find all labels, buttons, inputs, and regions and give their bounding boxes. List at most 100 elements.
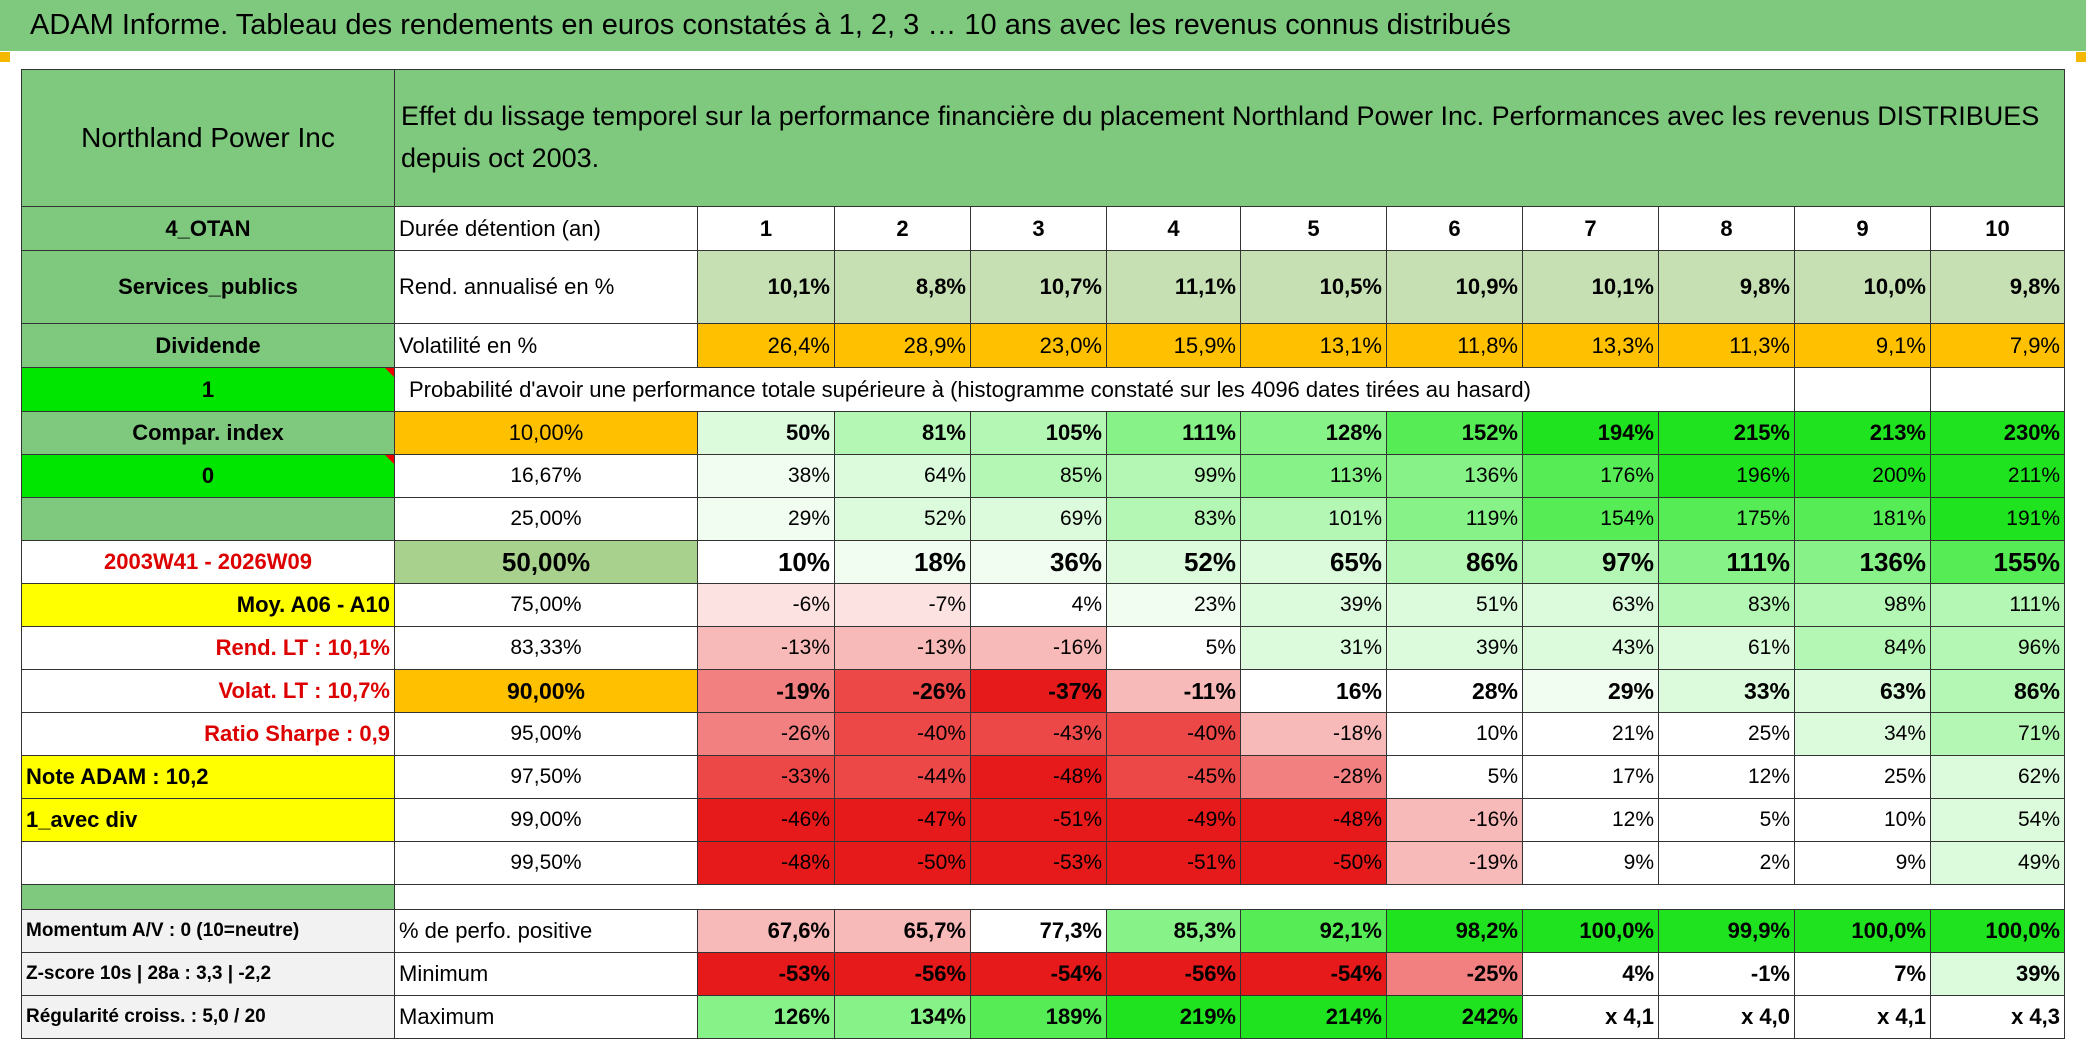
data-cell: 51%	[1386, 583, 1523, 627]
table-row: 1 Probabilité d'avoir une performance tot…	[21, 367, 2065, 412]
data-cell: 81%	[834, 411, 971, 455]
performance-table: Northland Power Inc Effet du lissage tem…	[21, 69, 2065, 1039]
row-label: 1	[21, 367, 395, 412]
data-cell: 175%	[1658, 497, 1795, 541]
data-cell: -54%	[970, 952, 1107, 996]
data-cell: -40%	[834, 712, 971, 756]
row-label	[21, 841, 395, 885]
table-row: Dividende Volatilité en % 26,4% 28,9% 23,0% 1…	[21, 323, 2065, 368]
data-cell: -18%	[1240, 712, 1387, 756]
data-cell: 8	[1658, 206, 1795, 251]
data-cell: 10,0%	[1794, 250, 1931, 324]
data-cell: 176%	[1522, 454, 1659, 498]
row-label: Z-score 10s | 28a : 3,3 | -2,2	[21, 952, 395, 996]
data-cell: 23,0%	[970, 323, 1107, 368]
data-cell: 2	[834, 206, 971, 251]
data-cell: 196%	[1658, 454, 1795, 498]
row-header: Maximum	[394, 995, 698, 1039]
data-cell: 5%	[1658, 798, 1795, 842]
description: Effet du lissage temporel sur la perform…	[394, 69, 2065, 207]
data-cell: 62%	[1930, 755, 2065, 799]
data-cell: -50%	[1240, 841, 1387, 885]
row-header: 83,33%	[394, 626, 698, 670]
row-label: Momentum A/V : 0 (10=neutre)	[21, 909, 395, 953]
data-cell: 5%	[1106, 626, 1241, 670]
data-cell: 8,8%	[834, 250, 971, 324]
data-cell: 83%	[1658, 583, 1795, 627]
data-cell: -48%	[697, 841, 835, 885]
data-cell: 11,8%	[1386, 323, 1523, 368]
data-cell: 4%	[1522, 952, 1659, 996]
data-cell: 92,1%	[1240, 909, 1387, 953]
table-row: 0 16,67% 38% 64% 85% 99% 113% 136% 176% 196% 200% 2…	[21, 454, 2065, 498]
data-cell: 85,3%	[1106, 909, 1241, 953]
row-header: 10,00%	[394, 411, 698, 455]
data-cell: -53%	[697, 952, 835, 996]
data-cell: 100,0%	[1930, 909, 2065, 953]
data-cell: 1	[697, 206, 835, 251]
data-cell: 11,3%	[1658, 323, 1795, 368]
data-cell: 84%	[1794, 626, 1931, 670]
data-cell: 215%	[1658, 411, 1795, 455]
data-cell: 10%	[697, 540, 835, 584]
table-row: Régularité croiss. : 5,0 / 20 Maximum 126%…	[21, 995, 2065, 1039]
table-row: Momentum A/V : 0 (10=neutre)% de perfo. …	[21, 909, 2065, 953]
data-cell: 11,1%	[1106, 250, 1241, 324]
data-cell: 98%	[1794, 583, 1931, 627]
data-cell: 9,8%	[1930, 250, 2065, 324]
data-cell: -13%	[834, 626, 971, 670]
table-row: 25,00% 29% 52% 69% 83% 101% 119% 154% 175% 181% 19…	[21, 497, 2065, 541]
row-label	[21, 497, 395, 541]
data-cell: x 4,1	[1522, 995, 1659, 1039]
row-label: Rend. LT : 10,1%	[21, 626, 395, 670]
row-header: 90,00%	[394, 669, 698, 713]
data-cell: 83%	[1106, 497, 1241, 541]
data-cell: 211%	[1930, 454, 2065, 498]
row-label: Compar. index	[21, 411, 395, 455]
row-label: Ratio Sharpe : 0,9	[21, 712, 395, 756]
data-cell: 181%	[1794, 497, 1931, 541]
data-cell: 152%	[1386, 411, 1523, 455]
table-row: Rend. LT : 10,1% 83,33% -13% -13% -16% 5% 31% 3…	[21, 626, 2065, 670]
data-cell: 43%	[1522, 626, 1659, 670]
data-cell: -25%	[1386, 952, 1523, 996]
header-row: Northland Power Inc Effet du lissage tem…	[21, 69, 2065, 207]
data-cell: x 4,0	[1658, 995, 1795, 1039]
section-note: Probabilité d'avoir une performance tota…	[394, 367, 1795, 412]
data-cell: 86%	[1930, 669, 2065, 713]
row-header: Volatilité en %	[394, 323, 698, 368]
data-cell: -51%	[970, 798, 1107, 842]
data-cell: 85%	[970, 454, 1107, 498]
row-header: % de perfo. positive	[394, 909, 698, 953]
data-cell: 194%	[1522, 411, 1659, 455]
data-cell: 9%	[1522, 841, 1659, 885]
data-cell: 126%	[697, 995, 835, 1039]
data-cell: 101%	[1240, 497, 1387, 541]
data-cell: 34%	[1794, 712, 1931, 756]
data-cell: 111%	[1658, 540, 1795, 584]
row-label: 1_avec div	[21, 798, 395, 842]
data-cell: 54%	[1930, 798, 2065, 842]
data-cell: -45%	[1106, 755, 1241, 799]
data-cell: -28%	[1240, 755, 1387, 799]
data-cell: 6	[1386, 206, 1523, 251]
data-cell: 16%	[1240, 669, 1387, 713]
data-cell: -13%	[697, 626, 835, 670]
data-cell: 52%	[834, 497, 971, 541]
data-cell: 214%	[1240, 995, 1387, 1039]
data-cell: 213%	[1794, 411, 1931, 455]
data-cell: 242%	[1386, 995, 1523, 1039]
data-cell: 77,3%	[970, 909, 1107, 953]
data-cell: -11%	[1106, 669, 1241, 713]
data-cell: 10,7%	[970, 250, 1107, 324]
row-header: 99,00%	[394, 798, 698, 842]
data-cell: 28,9%	[834, 323, 971, 368]
data-cell: 100,0%	[1794, 909, 1931, 953]
row-header: Minimum	[394, 952, 698, 996]
data-cell: x 4,3	[1930, 995, 2065, 1039]
data-cell: 7	[1522, 206, 1659, 251]
row-label: Régularité croiss. : 5,0 / 20	[21, 995, 395, 1039]
data-cell: 12%	[1522, 798, 1659, 842]
data-cell: 38%	[697, 454, 835, 498]
data-cell: 49%	[1930, 841, 2065, 885]
